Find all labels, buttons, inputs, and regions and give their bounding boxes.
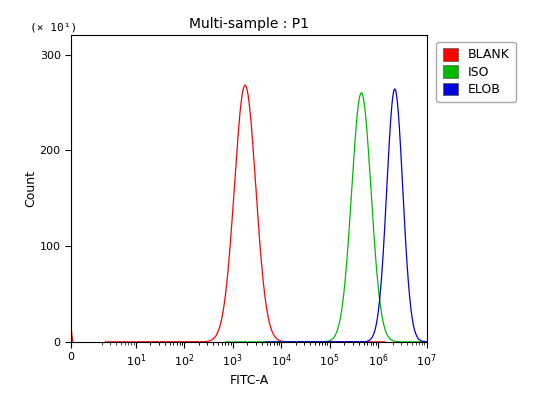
Legend: BLANK, ISO, ELOB: BLANK, ISO, ELOB	[437, 42, 516, 103]
Title: Multi-sample : P1: Multi-sample : P1	[189, 17, 309, 31]
Text: (× 10¹): (× 10¹)	[30, 22, 78, 32]
Y-axis label: Count: Count	[24, 170, 37, 207]
X-axis label: FITC-A: FITC-A	[229, 375, 269, 387]
